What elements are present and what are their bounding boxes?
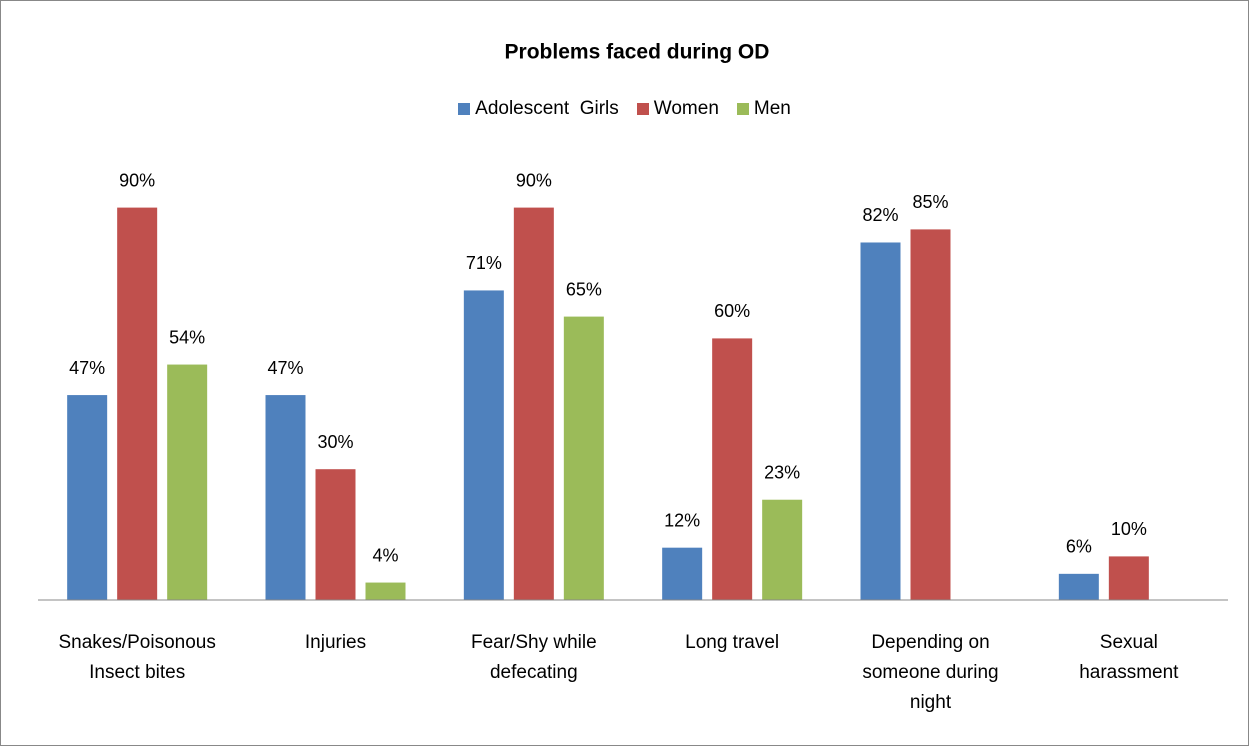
data-label: 90%: [119, 170, 155, 190]
data-label: 47%: [267, 358, 303, 378]
data-label: 71%: [466, 253, 502, 273]
data-label: 30%: [317, 432, 353, 452]
x-tick-label: Snakes/Poisonous Insect bites: [58, 632, 216, 683]
bar: [463, 290, 504, 600]
chart-title: Problems faced during OD: [505, 41, 770, 64]
data-label: 60%: [714, 301, 750, 321]
x-tick-label: Long travel: [685, 632, 780, 653]
bar: [762, 499, 803, 600]
bar: [910, 229, 951, 600]
legend-swatch: [736, 103, 749, 115]
bar: [365, 582, 406, 600]
legend: Adolescent Girls Women Men: [0, 98, 1249, 120]
data-label: 23%: [764, 462, 800, 482]
legend-label: Women: [653, 98, 719, 119]
bar: [265, 395, 306, 600]
bar: [67, 395, 108, 600]
bar: [860, 242, 901, 601]
data-label: 65%: [566, 279, 602, 299]
x-tick-label: Sexual harassment: [1079, 632, 1179, 683]
legend-item: Adolescent Girls: [458, 98, 619, 120]
data-label: 10%: [1111, 519, 1147, 539]
bar: [117, 207, 158, 600]
data-label: 54%: [169, 327, 205, 347]
bar: [712, 338, 753, 600]
legend-swatch: [636, 103, 649, 115]
bar: [167, 364, 208, 600]
bar: [513, 207, 554, 600]
data-label: 4%: [372, 545, 398, 565]
data-label: 85%: [912, 192, 948, 212]
bar: [662, 547, 703, 600]
legend-item: Women: [636, 98, 719, 120]
bar: [315, 469, 356, 600]
data-label: 82%: [862, 205, 898, 225]
data-label: 90%: [516, 170, 552, 190]
x-tick-label: Fear/Shy while defecating: [470, 632, 597, 683]
x-tick-label: Injuries: [304, 632, 367, 653]
data-label: 47%: [69, 358, 105, 378]
x-tick-label: Depending on someone during night: [862, 632, 999, 713]
legend-label: Adolescent Girls: [475, 98, 619, 119]
bar: [1108, 556, 1149, 600]
legend-item: Men: [736, 98, 791, 120]
data-label: 6%: [1066, 537, 1092, 557]
legend-swatch: [458, 103, 471, 115]
data-label: 12%: [664, 510, 700, 530]
bar: [563, 316, 604, 600]
bar: [1058, 573, 1099, 600]
legend-label: Men: [753, 98, 791, 119]
